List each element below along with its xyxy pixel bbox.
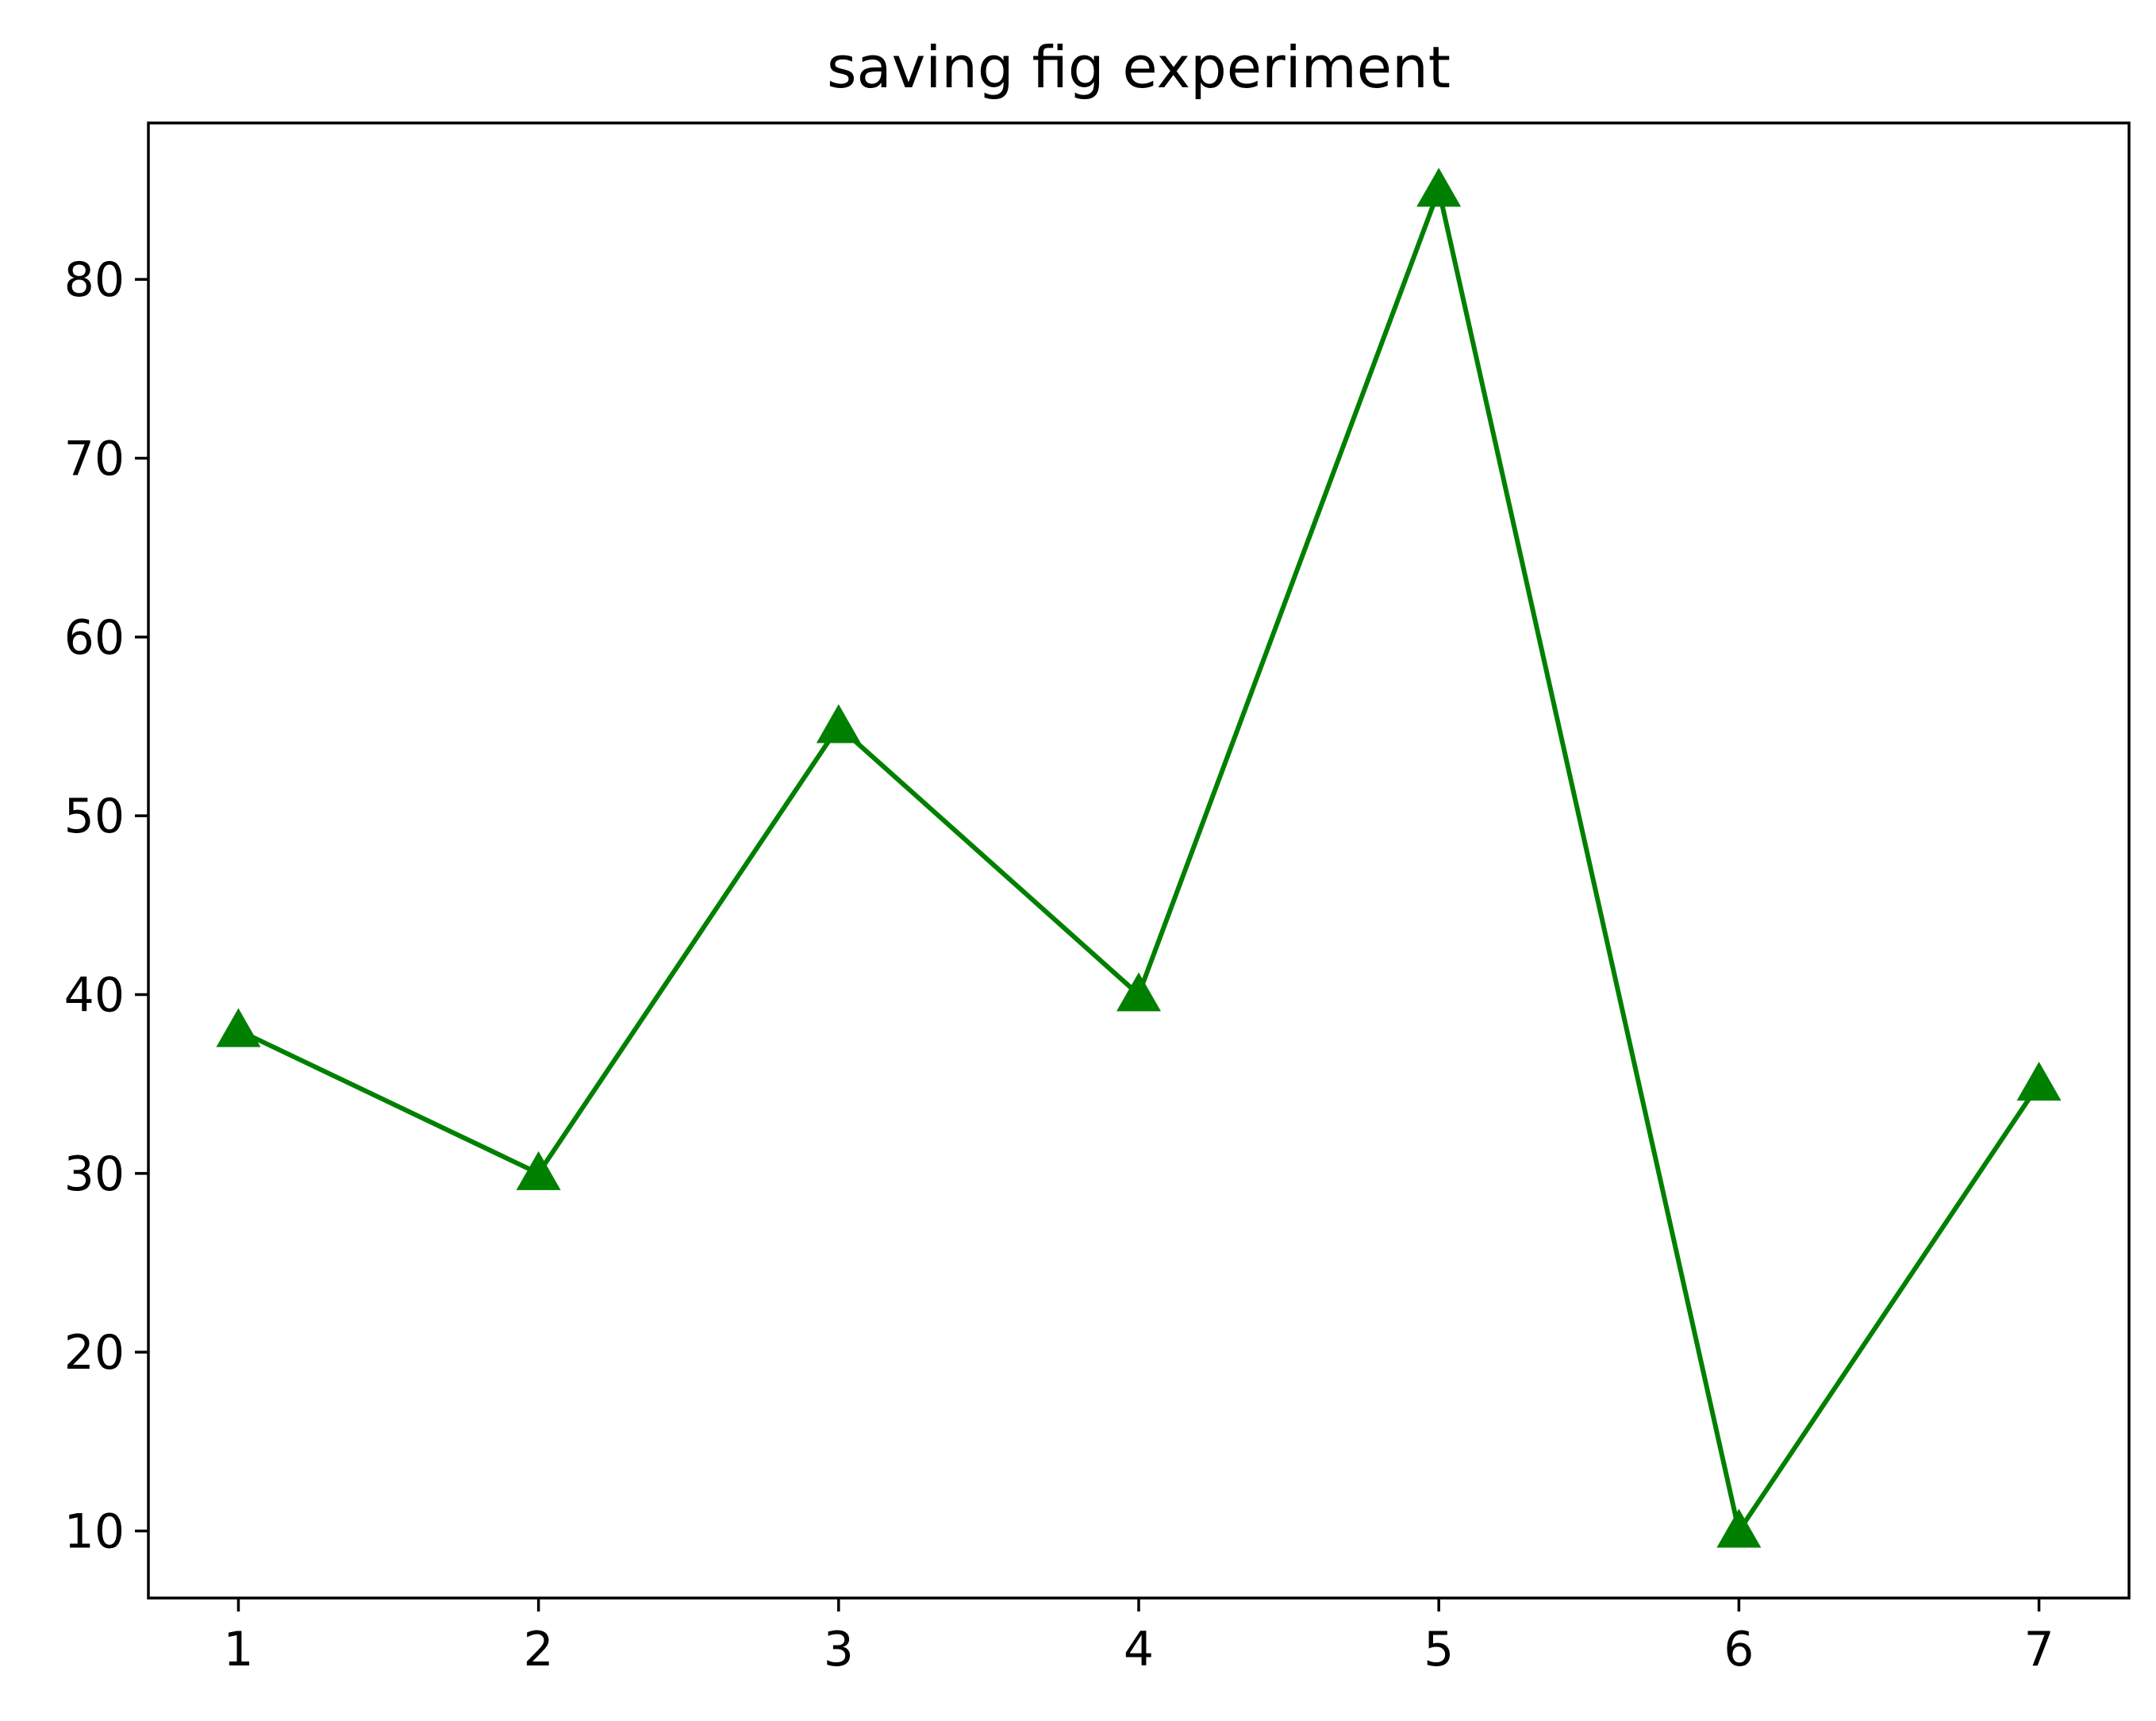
y-tick-label: 60 (64, 610, 125, 666)
data-point-marker (2016, 1062, 2062, 1101)
data-point-marker (216, 1008, 261, 1047)
y-tick-label: 50 (64, 789, 125, 844)
data-point-marker (516, 1151, 561, 1190)
y-tick-label: 20 (64, 1325, 125, 1381)
x-tick-label: 3 (824, 1622, 854, 1677)
y-axis: 10 20 30 40 50 60 70 80 (64, 252, 148, 1560)
x-tick-label: 2 (524, 1622, 554, 1677)
y-tick-label: 30 (64, 1147, 125, 1202)
x-tick-label: 7 (2023, 1622, 2054, 1677)
y-tick-label: 10 (64, 1504, 125, 1560)
x-axis: 1 2 3 4 5 6 7 (223, 1598, 2054, 1677)
x-tick-label: 6 (1724, 1622, 1754, 1677)
data-point-marker (1116, 972, 1161, 1012)
data-point-marker (816, 704, 861, 743)
axes-frame (147, 121, 2131, 1600)
y-tick-label: 70 (64, 432, 125, 487)
y-tick-label: 40 (64, 968, 125, 1024)
plot-area (216, 167, 2062, 1548)
x-tick-label: 4 (1124, 1622, 1154, 1677)
y-tick-label: 80 (64, 252, 125, 308)
data-point-marker (1716, 1508, 1762, 1548)
x-tick-label: 5 (1424, 1622, 1454, 1677)
x-tick-label: 1 (223, 1622, 253, 1677)
data-point-marker (1416, 167, 1462, 207)
chart-title: saving fig experiment (827, 34, 1451, 101)
